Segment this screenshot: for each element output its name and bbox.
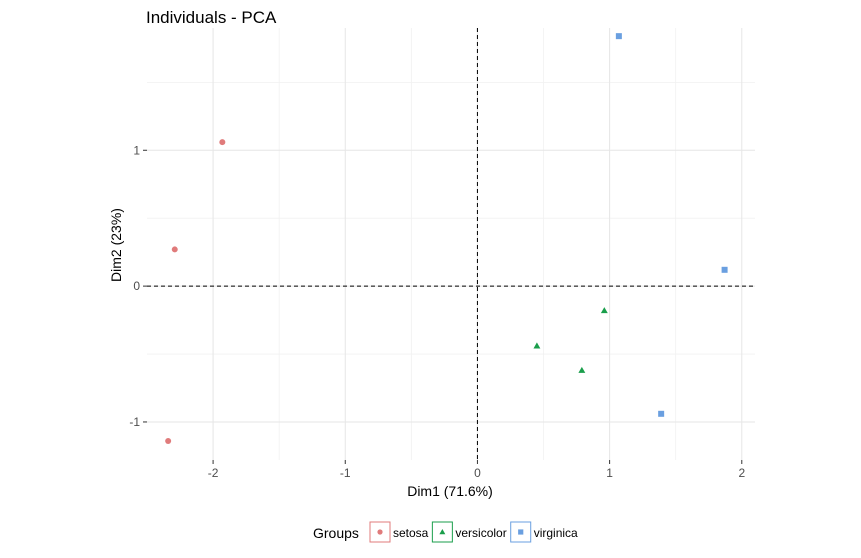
data-point-setosa xyxy=(171,246,178,253)
data-point-setosa xyxy=(165,437,172,444)
legend-label-setosa: setosa xyxy=(393,526,429,540)
legend-marker-setosa xyxy=(377,529,383,535)
data-point-versicolor xyxy=(533,342,541,349)
data-point-virginica xyxy=(615,33,622,40)
data-point-setosa xyxy=(219,139,226,146)
legend-item-versicolor: versicolor xyxy=(431,521,507,543)
y-tick-label: 0 xyxy=(133,279,140,293)
x-tick-label: 1 xyxy=(606,466,613,480)
legend-item-setosa: setosa xyxy=(369,521,429,543)
y-tick-label: 1 xyxy=(133,143,140,157)
legend-label-virginica: virginica xyxy=(534,526,578,540)
data-point-versicolor xyxy=(578,366,586,373)
x-axis: -2 -1 0 1 2 xyxy=(208,460,745,480)
legend-label-versicolor: versicolor xyxy=(455,526,506,540)
legend-item-virginica: virginica xyxy=(510,521,578,543)
y-tick-label: -1 xyxy=(129,415,140,429)
x-tick-label: -1 xyxy=(340,466,351,480)
grid-major xyxy=(147,28,755,460)
x-tick-label: 0 xyxy=(474,466,481,480)
data-point-versicolor xyxy=(600,307,608,314)
x-tick-label: 2 xyxy=(738,466,745,480)
legend-marker-virginica xyxy=(518,529,524,535)
plot-area xyxy=(147,28,755,460)
x-tick-label: -2 xyxy=(208,466,219,480)
legend-title: Groups xyxy=(313,525,359,541)
data-points xyxy=(165,33,728,444)
x-axis-title: Dim1 (71.6%) xyxy=(407,483,493,499)
data-point-virginica xyxy=(658,410,665,417)
grid-minor xyxy=(147,28,755,460)
legend-marker-versicolor xyxy=(439,529,446,535)
legend: Groups setosa versicolor virginica xyxy=(313,521,578,543)
data-point-virginica xyxy=(721,266,728,273)
y-axis: -1 0 1 xyxy=(129,143,147,429)
y-axis-title: Dim2 (23%) xyxy=(108,208,124,282)
reference-lines xyxy=(147,28,755,460)
chart-title: Individuals - PCA xyxy=(146,8,277,27)
